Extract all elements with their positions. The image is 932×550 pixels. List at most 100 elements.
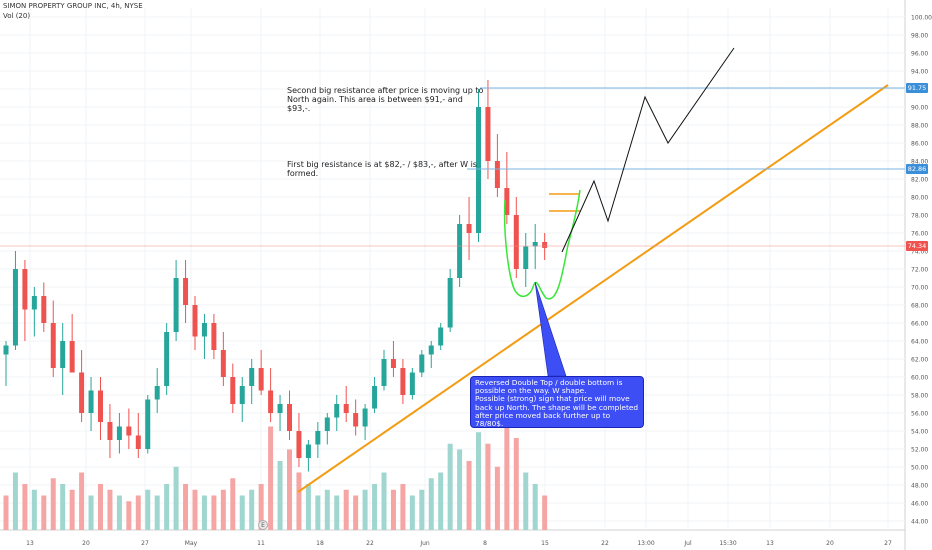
price-tick-label: 68.00 — [911, 303, 928, 310]
candle-body — [287, 404, 292, 431]
projection-path — [561, 47, 735, 253]
candle — [98, 377, 103, 440]
candle — [107, 404, 113, 458]
price-tick-label: 58.00 — [911, 393, 928, 400]
volume-bar — [69, 489, 75, 530]
candle-body — [173, 278, 179, 332]
candle — [523, 233, 529, 287]
volume-bar — [457, 449, 463, 530]
candle — [230, 363, 236, 413]
drawing-lines — [0, 47, 905, 493]
candle — [69, 314, 75, 373]
volume-bar — [353, 495, 359, 530]
candle-body — [296, 431, 302, 458]
candle-body — [390, 359, 396, 368]
candle-body — [230, 377, 236, 404]
volume-bar — [220, 489, 226, 530]
candle — [164, 323, 170, 395]
price-tick-label: 74.00 — [911, 249, 928, 256]
candle — [211, 314, 217, 359]
candle — [249, 359, 255, 404]
event-marker[interactable]: E — [258, 520, 268, 530]
candle-body — [201, 323, 207, 337]
price-tick-label: 76.00 — [911, 231, 928, 238]
price-tick-label: 60.00 — [911, 375, 928, 382]
volume-bar — [287, 449, 292, 530]
volume-bar — [494, 466, 500, 530]
time-tick-label: 20 — [826, 540, 834, 547]
volume-indicator-label[interactable]: Vol (20) — [3, 12, 31, 20]
candle-body — [79, 372, 85, 413]
candle-body — [135, 435, 141, 449]
candle-body — [116, 426, 122, 440]
candle-body — [164, 332, 170, 386]
candle — [258, 350, 264, 395]
candle-body — [258, 368, 264, 391]
candle — [457, 215, 463, 287]
volume-bar — [334, 495, 340, 530]
candle — [239, 377, 245, 422]
time-tick-label: 8 — [483, 540, 487, 547]
candle-body — [428, 345, 434, 355]
volume-bar — [31, 489, 37, 530]
time-tick-label: 11 — [257, 540, 265, 547]
candle-body — [239, 386, 245, 404]
candle-body — [542, 242, 548, 248]
volume-bar — [107, 489, 113, 530]
price-tick-label: 64.00 — [911, 339, 928, 346]
candle-body — [419, 354, 425, 373]
volume-bar — [409, 495, 415, 530]
volume-bar — [258, 484, 264, 530]
volume-bar — [230, 478, 236, 530]
price-tick-label: 66.00 — [911, 321, 928, 328]
volume-bar — [249, 489, 255, 530]
candle-body — [362, 408, 368, 427]
candle — [353, 399, 359, 436]
volume-bar — [192, 489, 198, 530]
price-tag-lower: 82.86 — [906, 164, 928, 174]
volume-bar — [419, 489, 425, 530]
volume-bar — [116, 495, 122, 530]
candle — [12, 251, 18, 350]
volume-bar — [532, 484, 538, 530]
w-shape — [503, 189, 581, 300]
time-tick-label: 22 — [601, 540, 609, 547]
price-tick-label: 80.00 — [911, 195, 928, 202]
candle-body — [532, 242, 538, 247]
price-tick-label: 72.00 — [911, 267, 928, 274]
price-tick-label: 84.00 — [911, 159, 928, 166]
volume-bar — [145, 489, 151, 530]
volume-bar — [164, 484, 170, 530]
price-tick-label: 94.00 — [911, 69, 928, 76]
time-tick-label: 27 — [141, 540, 149, 547]
volume-bar — [211, 495, 217, 530]
volume-bar — [268, 426, 274, 530]
trendline — [297, 84, 889, 493]
price-tick-label: 82.00 — [911, 177, 928, 184]
volume-bar — [3, 495, 9, 530]
candle-body — [343, 404, 349, 413]
candle-body — [88, 390, 94, 413]
candle-body — [381, 359, 387, 386]
callout-line: Possible (strong) sign that price will m… — [475, 394, 639, 428]
candle — [135, 413, 141, 458]
annotation-upper-resistance[interactable]: Second big resistance after price is mov… — [287, 86, 484, 113]
volume-bars — [3, 420, 548, 530]
candle-body — [3, 345, 9, 355]
candle — [494, 134, 500, 197]
w-shape-callout[interactable]: Reversed Double Top / double bottom is p… — [470, 376, 644, 428]
price-tick-label: 52.00 — [911, 447, 928, 454]
time-axis[interactable]: 13 20 27 May 11 18 22 Jun 8 15 22 13:00 Jul 15:30 13 20… — [26, 540, 892, 547]
candle — [277, 395, 283, 431]
candle-body — [324, 417, 330, 431]
candle-body — [12, 269, 18, 346]
candle — [116, 413, 122, 454]
candle — [542, 233, 548, 260]
volume-bar — [239, 495, 245, 530]
candle — [183, 260, 189, 323]
price-tick-label: 90.00 — [911, 105, 928, 112]
volume-bar — [41, 495, 47, 530]
annotation-lower-resistance[interactable]: First big resistance is at $82,- / $83,-… — [287, 160, 477, 178]
price-tag-last: 74.34 — [906, 241, 928, 251]
